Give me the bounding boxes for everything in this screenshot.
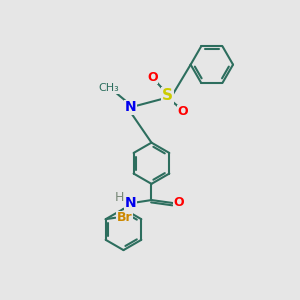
Text: N: N (125, 100, 137, 114)
Text: S: S (162, 88, 173, 103)
Text: CH₃: CH₃ (98, 83, 119, 93)
Text: Br: Br (117, 211, 133, 224)
Text: H: H (114, 190, 124, 204)
Text: O: O (174, 196, 184, 209)
Text: O: O (147, 71, 158, 84)
Text: N: N (124, 196, 136, 210)
Text: O: O (178, 105, 188, 118)
